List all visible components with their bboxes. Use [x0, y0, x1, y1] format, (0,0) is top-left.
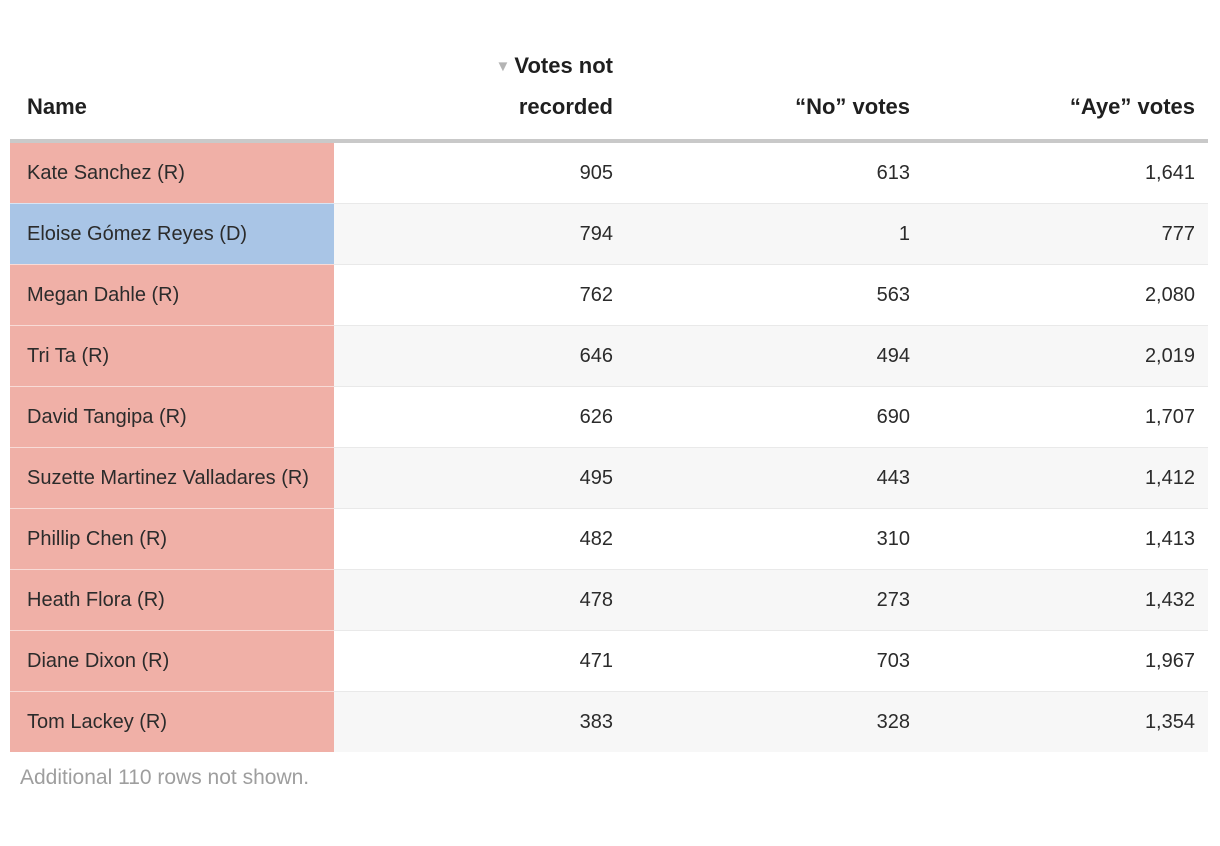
table-row: Kate Sanchez (R) 905 613 1,641 — [10, 143, 1208, 203]
table-footnote: Additional 110 rows not shown. — [20, 766, 310, 789]
table-row: Tri Ta (R) 646 494 2,019 — [10, 325, 1208, 386]
legislator-name-cell: Heath Flora (R) — [10, 569, 334, 630]
votes-not-recorded-cell: 471 — [334, 630, 626, 691]
column-header-no-votes[interactable]: “No” votes — [626, 47, 923, 143]
no-votes-cell: 273 — [626, 569, 923, 630]
table-row: Tom Lackey (R) 383 328 1,354 — [10, 691, 1208, 752]
aye-votes-cell: 2,080 — [923, 264, 1208, 325]
aye-votes-cell: 777 — [923, 203, 1208, 264]
table-row: David Tangipa (R) 626 690 1,707 — [10, 386, 1208, 447]
no-votes-cell: 310 — [626, 508, 923, 569]
votes-not-recorded-cell: 646 — [334, 325, 626, 386]
legislator-name-cell: Eloise Gómez Reyes (D) — [10, 203, 334, 264]
aye-votes-cell: 1,412 — [923, 447, 1208, 508]
table-header: Name ▼ Votes not recorded “No” votes “Aye… — [10, 47, 1208, 143]
no-votes-cell: 690 — [626, 386, 923, 447]
legislator-name-cell: Phillip Chen (R) — [10, 508, 334, 569]
no-votes-cell: 563 — [626, 264, 923, 325]
aye-votes-cell: 1,354 — [923, 691, 1208, 752]
column-header-name[interactable]: Name — [10, 47, 334, 143]
legislator-name-cell: Tri Ta (R) — [10, 325, 334, 386]
votes-not-recorded-cell: 626 — [334, 386, 626, 447]
votes-table: Name ▼ Votes not recorded “No” votes “Aye… — [10, 47, 1208, 752]
table-row: Eloise Gómez Reyes (D) 794 1 777 — [10, 203, 1208, 264]
no-votes-cell: 703 — [626, 630, 923, 691]
votes-not-recorded-cell: 905 — [334, 143, 626, 203]
table-row: Phillip Chen (R) 482 310 1,413 — [10, 508, 1208, 569]
column-header-aye-votes[interactable]: “Aye” votes — [923, 47, 1208, 143]
no-votes-cell: 328 — [626, 691, 923, 752]
no-votes-cell: 494 — [626, 325, 923, 386]
legislator-name-cell: David Tangipa (R) — [10, 386, 334, 447]
header-row: Name ▼ Votes not recorded “No” votes “Aye… — [10, 47, 1208, 143]
legislator-name-cell: Kate Sanchez (R) — [10, 143, 334, 203]
votes-not-recorded-cell: 794 — [334, 203, 626, 264]
aye-votes-cell: 1,413 — [923, 508, 1208, 569]
no-votes-cell: 1 — [626, 203, 923, 264]
table-row: Diane Dixon (R) 471 703 1,967 — [10, 630, 1208, 691]
aye-votes-cell: 1,967 — [923, 630, 1208, 691]
sort-descending-icon: ▼ — [495, 58, 511, 75]
legislator-name-cell: Tom Lackey (R) — [10, 691, 334, 752]
votes-not-recorded-cell: 383 — [334, 691, 626, 752]
aye-votes-cell: 1,707 — [923, 386, 1208, 447]
aye-votes-cell: 1,641 — [923, 143, 1208, 203]
column-header-label: Votes not recorded — [514, 53, 613, 119]
legislator-name-cell: Diane Dixon (R) — [10, 630, 334, 691]
votes-not-recorded-cell: 762 — [334, 264, 626, 325]
table-body: Kate Sanchez (R) 905 613 1,641 Eloise Gó… — [10, 143, 1208, 752]
votes-not-recorded-cell: 482 — [334, 508, 626, 569]
votes-not-recorded-cell: 478 — [334, 569, 626, 630]
aye-votes-cell: 1,432 — [923, 569, 1208, 630]
no-votes-cell: 443 — [626, 447, 923, 508]
votes-not-recorded-cell: 495 — [334, 447, 626, 508]
table-row: Megan Dahle (R) 762 563 2,080 — [10, 264, 1208, 325]
legislator-name-cell: Suzette Martinez Valladares (R) — [10, 447, 334, 508]
column-header-votes-not-recorded[interactable]: ▼ Votes not recorded — [334, 47, 626, 143]
table-row: Heath Flora (R) 478 273 1,432 — [10, 569, 1208, 630]
table-row: Suzette Martinez Valladares (R) 495 443 … — [10, 447, 1208, 508]
table-container: Name ▼ Votes not recorded “No” votes “Aye… — [10, 47, 1208, 789]
legislator-name-cell: Megan Dahle (R) — [10, 264, 334, 325]
no-votes-cell: 613 — [626, 143, 923, 203]
aye-votes-cell: 2,019 — [923, 325, 1208, 386]
